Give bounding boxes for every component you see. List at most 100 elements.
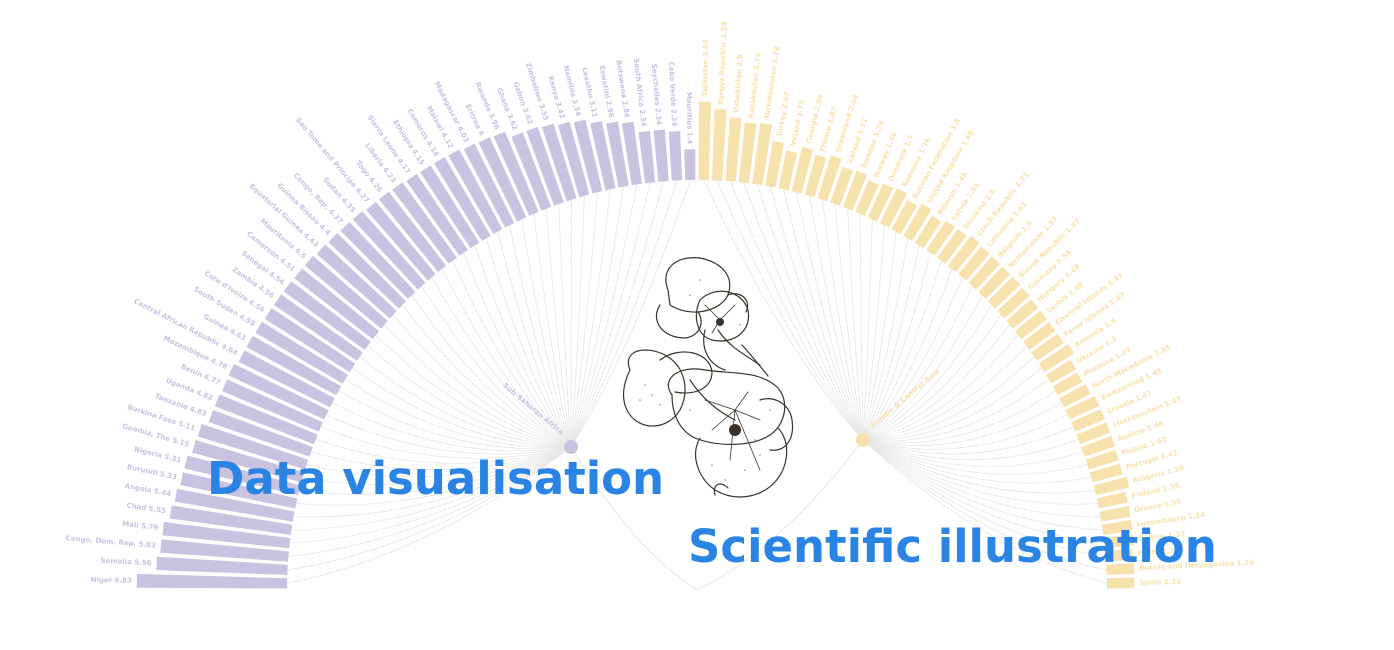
tree-link: [288, 446, 572, 557]
bar: [668, 131, 682, 181]
bar-label: Cabo Verde 2.24: [667, 61, 678, 126]
bar-label: Burundi 5.33: [126, 463, 178, 482]
bar: [879, 188, 907, 228]
tree-link: [862, 260, 942, 441]
tree-link: [291, 446, 572, 531]
bar: [246, 335, 342, 396]
bar: [511, 132, 552, 211]
bar-label: Uzbekistan 2.9: [732, 54, 745, 113]
group-label: Sub-Saharan Africa: [501, 381, 565, 436]
tree-link: [862, 439, 1103, 531]
bar: [316, 244, 397, 319]
bar: [434, 157, 491, 241]
tree-link: [570, 195, 585, 448]
tree-link: [570, 179, 691, 448]
tree-link: [862, 439, 1101, 518]
bar-label: Seychelles 2.34: [650, 63, 663, 125]
bar: [1103, 534, 1134, 549]
bar-label: Angola 5.44: [124, 482, 172, 498]
tree-links: [286, 179, 1108, 591]
bar-label: Kyrgyz Republic 3.24: [717, 21, 729, 104]
bar: [712, 109, 727, 181]
tree-link: [533, 213, 572, 448]
bar: [1099, 505, 1131, 522]
bar-label: Mauritius 1.4: [685, 92, 694, 145]
bar: [174, 488, 295, 522]
bar: [526, 126, 564, 206]
bar: [621, 121, 642, 186]
bar: [1006, 299, 1039, 329]
tree-link: [862, 414, 1068, 450]
tree-link: [332, 402, 572, 452]
tree-link: [862, 356, 1035, 441]
bar: [988, 276, 1021, 309]
tree-link: [545, 208, 572, 448]
bar-label: Cameroon 4.51: [245, 230, 297, 273]
tree-link: [809, 195, 864, 441]
tree-link: [862, 439, 1092, 484]
tree-link: [862, 439, 1095, 494]
tree-link: [338, 390, 572, 450]
tree-link: [822, 199, 864, 441]
tree-link: [862, 238, 909, 441]
bar: [817, 155, 842, 202]
tree-link: [862, 438, 1079, 460]
tree-link: [834, 203, 864, 441]
bar: [1038, 344, 1075, 373]
tree-link: [402, 304, 572, 448]
tree-link: [862, 390, 1056, 444]
bar: [638, 130, 656, 184]
tree-link: [862, 367, 1042, 441]
bar: [1065, 395, 1100, 420]
tree-link: [367, 345, 572, 448]
tree-link: [384, 324, 572, 448]
bar: [448, 149, 503, 235]
bar: [366, 201, 436, 281]
bar: [1023, 322, 1056, 350]
bar: [1059, 384, 1091, 408]
bar: [997, 287, 1030, 319]
tree-link: [862, 245, 920, 441]
bar: [947, 235, 980, 273]
bar: [1076, 422, 1111, 445]
bar: [914, 215, 942, 249]
tree-link: [862, 286, 973, 441]
bar: [1093, 476, 1130, 496]
tree-link: [570, 180, 678, 448]
tree-link: [287, 446, 572, 571]
tree-link: [570, 189, 611, 448]
bar-label: Greece 1.35: [1134, 498, 1182, 514]
bar: [1106, 577, 1135, 589]
bar: [830, 166, 854, 206]
tree-link: [862, 219, 873, 441]
tree-link: [558, 203, 572, 448]
tree-link: [862, 295, 983, 441]
tree-link: [570, 184, 638, 448]
tree-link: [743, 182, 864, 441]
bar: [978, 266, 1011, 299]
tree-link: [463, 252, 572, 448]
tree-link: [411, 295, 572, 448]
tree-link: [570, 182, 651, 448]
bar: [725, 117, 742, 182]
bar: [1085, 449, 1119, 470]
data-visualisation-heading: Data visualisation: [207, 452, 665, 505]
tree-link: [862, 439, 1107, 571]
bar-label: Mali 5.79: [122, 520, 159, 532]
bar: [1105, 548, 1134, 562]
bar-label: Turkmenistan 2.78: [763, 46, 782, 120]
root-link: [696, 439, 864, 591]
bar: [606, 121, 629, 188]
tree-link: [286, 446, 572, 584]
tree-link: [862, 402, 1062, 447]
bar: [222, 379, 323, 432]
bar: [192, 440, 305, 483]
bar-label: Nigeria 5.31: [133, 445, 182, 465]
tree-link: [862, 314, 1002, 441]
bar: [228, 363, 329, 420]
group-hub: [856, 433, 870, 447]
bar: [778, 150, 798, 191]
bar-label: Madagascar 4.03: [433, 80, 471, 144]
bar-label: Tajikistan 3.56: [701, 39, 710, 97]
bar: [903, 203, 932, 241]
